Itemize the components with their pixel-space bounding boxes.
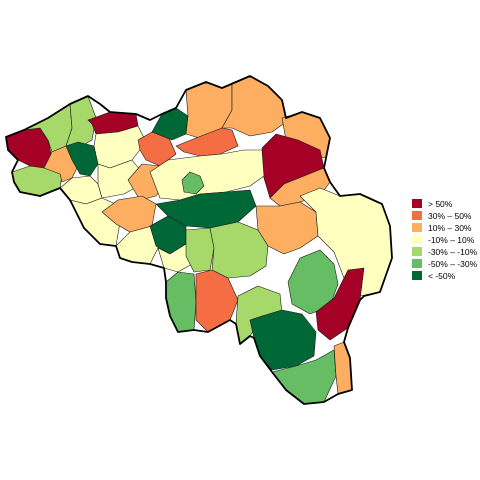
region (249, 309, 317, 371)
legend-label: > 50% (428, 199, 453, 209)
legend-label: -50% – -30% (428, 259, 478, 269)
legend-swatch (412, 211, 422, 220)
country-outline (5, 75, 393, 405)
region (181, 171, 205, 195)
legend-swatch (412, 199, 422, 208)
legend-label: 30% – 50% (428, 211, 472, 221)
region (195, 269, 239, 333)
region (209, 221, 269, 279)
region (65, 141, 99, 177)
legend: > 50% 30% – 50% 10% – 30% -10% – 10% -30% – … (412, 199, 478, 281)
region (333, 341, 353, 395)
regions (5, 75, 393, 405)
legend-swatch (412, 259, 422, 268)
legend-label: < -50% (428, 271, 456, 281)
region (165, 271, 197, 333)
region (175, 127, 239, 157)
legend-label: 10% – 30% (428, 223, 472, 233)
legend-swatch (412, 235, 422, 244)
legend-swatch (412, 247, 422, 256)
region (185, 227, 215, 273)
legend-swatch (412, 223, 422, 232)
legend-label: -30% – -10% (428, 247, 478, 257)
legend-swatch (412, 271, 422, 280)
legend-label: -10% – 10% (428, 235, 475, 245)
region (101, 195, 157, 233)
